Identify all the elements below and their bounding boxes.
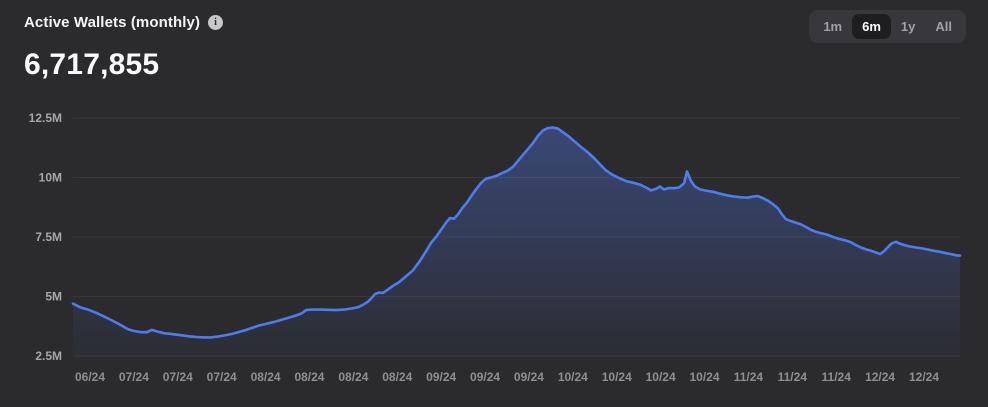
info-icon[interactable]: i [208, 15, 224, 30]
x-tick-label: 09/24 [426, 370, 456, 384]
x-tick-label: 11/24 [778, 370, 808, 384]
x-tick-label: 10/24 [558, 370, 588, 384]
x-tick-label: 12/24 [909, 370, 939, 384]
range-button-6m[interactable]: 6m [852, 14, 891, 39]
series-line [71, 126, 962, 339]
x-tick-label: 09/24 [514, 370, 544, 384]
page-title: Active Wallets (monthly) [24, 14, 201, 31]
x-tick-label: 07/24 [119, 370, 149, 384]
x-tick-label: 07/24 [207, 370, 237, 384]
y-tick-label: 5M [45, 290, 62, 304]
range-selector: 1m 6m 1y All [809, 10, 966, 43]
x-tick-label: 09/24 [470, 370, 500, 384]
x-tick-label: 08/24 [382, 370, 412, 384]
x-tick-label: 08/24 [294, 370, 324, 384]
y-axis-labels: 2.5M 5M 7.5M 10M 12.5M [29, 111, 62, 363]
x-tick-label: 10/24 [602, 370, 632, 384]
x-tick-label: 10/24 [646, 370, 676, 384]
range-button-all[interactable]: All [925, 14, 962, 39]
x-axis-labels: 06/24 07/24 07/24 07/24 08/24 08/24 08/24 08/24… [75, 370, 939, 384]
range-button-1m[interactable]: 1m [813, 14, 852, 39]
x-tick-label: 06/24 [75, 370, 105, 384]
x-tick-label: 10/24 [690, 370, 720, 384]
y-tick-label: 7.5M [35, 230, 62, 244]
current-value: 6,717,855 [24, 48, 160, 81]
x-tick-label: 12/24 [865, 370, 895, 384]
series-area-fill [73, 127, 960, 358]
x-tick-label: 11/24 [822, 370, 852, 384]
x-tick-label: 07/24 [163, 370, 193, 384]
y-tick-label: 10M [39, 171, 62, 185]
range-button-1y[interactable]: 1y [891, 14, 925, 39]
x-tick-label: 08/24 [338, 370, 368, 384]
y-tick-label: 2.5M [35, 349, 62, 363]
x-tick-label: 08/24 [251, 370, 281, 384]
y-tick-label: 12.5M [29, 111, 62, 125]
x-tick-label: 11/24 [734, 370, 764, 384]
card-header: Active Wallets (monthly) i [24, 14, 224, 31]
